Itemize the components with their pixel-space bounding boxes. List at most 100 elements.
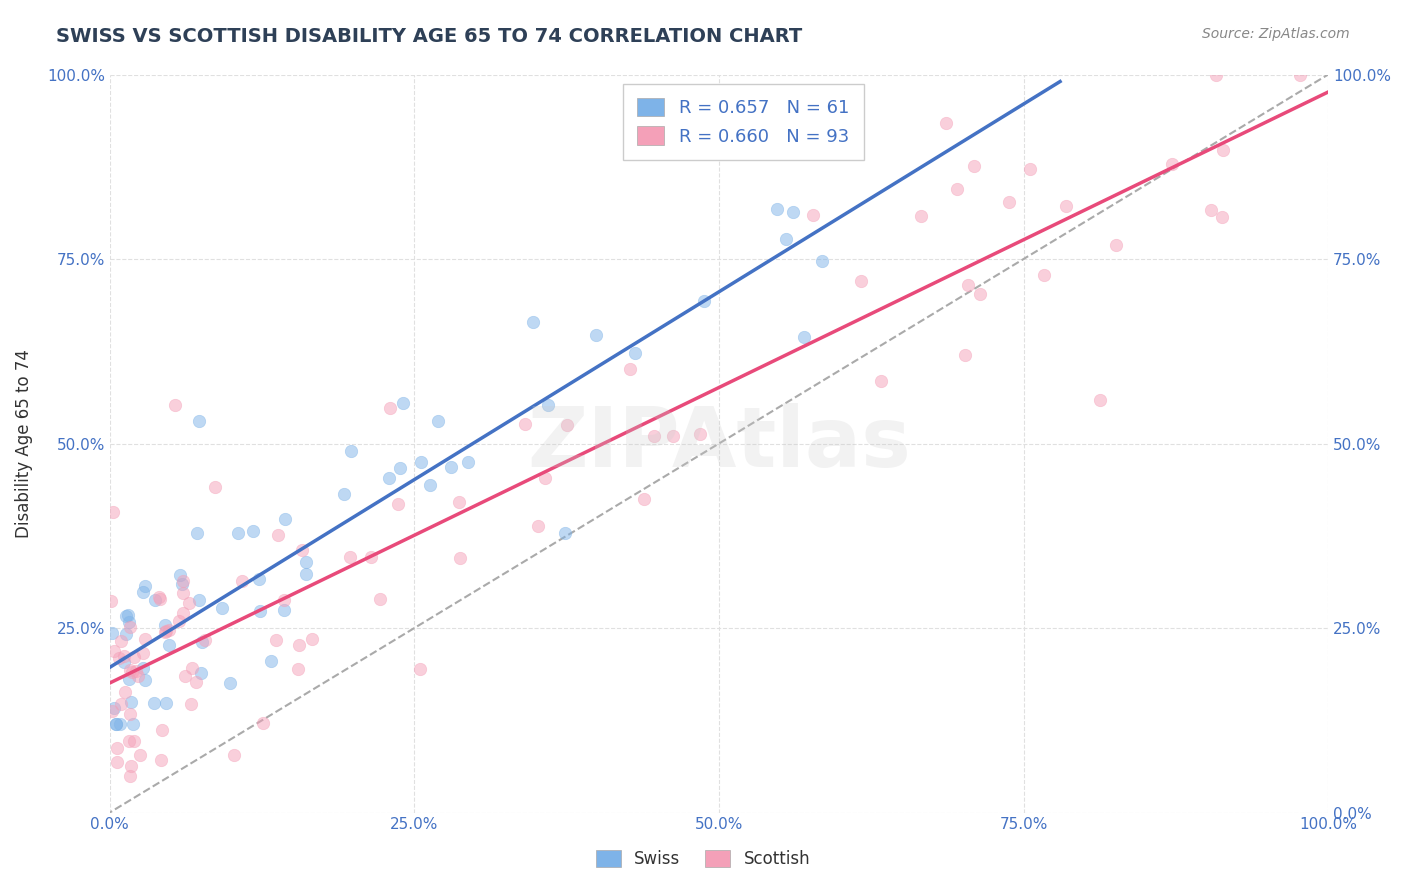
Point (409, 662, 432, 676)
Point (122, 649, 145, 664)
Point (101, 505, 124, 519)
Point (120, 759, 142, 773)
Point (117, 734, 139, 748)
Point (264, 633, 287, 648)
Point (115, 627, 138, 641)
Point (360, 550, 382, 565)
Point (801, 208, 824, 222)
Point (218, 676, 240, 690)
Point (165, 398, 187, 412)
Point (295, 567, 318, 582)
Text: ZIPAtlas: ZIPAtlas (527, 403, 911, 484)
Point (287, 662, 309, 676)
Point (1019, 162, 1042, 177)
Point (169, 568, 191, 582)
Point (1033, 268, 1056, 282)
Point (153, 618, 176, 632)
Point (1212, 144, 1234, 158)
Point (388, 461, 411, 475)
Point (118, 769, 141, 783)
Point (134, 579, 156, 593)
Point (157, 638, 180, 652)
Point (969, 286, 991, 301)
Point (294, 555, 316, 569)
Point (633, 492, 655, 507)
Point (998, 194, 1021, 209)
Point (946, 182, 969, 196)
Point (392, 396, 415, 410)
Point (149, 591, 172, 606)
Point (150, 723, 173, 737)
Point (103, 644, 125, 658)
Point (662, 429, 685, 443)
Point (104, 717, 127, 731)
Point (188, 414, 211, 428)
Point (191, 634, 214, 648)
Point (155, 624, 177, 639)
Point (624, 346, 647, 360)
Point (793, 329, 815, 343)
Point (222, 747, 245, 762)
Point (181, 660, 204, 674)
Point (1088, 392, 1111, 407)
Point (118, 672, 141, 686)
Point (105, 755, 128, 769)
Point (1161, 157, 1184, 171)
Point (129, 747, 152, 762)
Point (118, 615, 141, 629)
Point (112, 655, 135, 669)
Point (134, 632, 156, 646)
Point (249, 604, 271, 618)
Point (534, 471, 557, 485)
Point (288, 638, 311, 652)
Point (340, 443, 363, 458)
Point (180, 697, 202, 711)
Point (114, 684, 136, 698)
Point (1211, 210, 1233, 224)
Legend: R = 0.657   N = 61, R = 0.660   N = 93: R = 0.657 N = 61, R = 0.660 N = 93 (623, 84, 863, 161)
Text: SWISS VS SCOTTISH DISABILITY AGE 65 TO 74 CORRELATION CHART: SWISS VS SCOTTISH DISABILITY AGE 65 TO 7… (56, 27, 803, 45)
Point (411, 455, 433, 469)
Point (449, 551, 471, 566)
Point (110, 697, 132, 711)
Point (194, 632, 217, 647)
Point (157, 623, 180, 637)
Point (1205, 68, 1227, 82)
Point (122, 717, 145, 731)
Point (267, 528, 290, 542)
Point (145, 593, 167, 607)
Point (333, 487, 356, 501)
Point (554, 526, 576, 541)
Point (274, 511, 297, 525)
Point (427, 414, 450, 428)
Point (368, 591, 391, 606)
Point (100, 593, 122, 607)
Point (103, 701, 125, 715)
Point (419, 477, 441, 491)
Point (291, 543, 314, 558)
Point (118, 663, 141, 677)
Point (172, 586, 194, 600)
Point (132, 647, 155, 661)
Point (127, 669, 149, 683)
Point (125, 664, 148, 678)
Point (172, 607, 194, 621)
Point (1199, 203, 1222, 218)
Point (811, 253, 834, 268)
Point (184, 675, 207, 690)
Point (149, 753, 172, 767)
Point (870, 374, 893, 388)
Point (167, 614, 190, 628)
Point (955, 348, 977, 362)
Point (204, 480, 226, 494)
Point (105, 740, 128, 755)
Point (273, 593, 295, 607)
Point (956, 277, 979, 292)
Point (765, 202, 787, 216)
Point (1054, 199, 1077, 213)
Point (782, 204, 804, 219)
Point (187, 593, 209, 607)
Point (211, 601, 233, 615)
Point (112, 648, 135, 663)
Point (118, 620, 141, 634)
